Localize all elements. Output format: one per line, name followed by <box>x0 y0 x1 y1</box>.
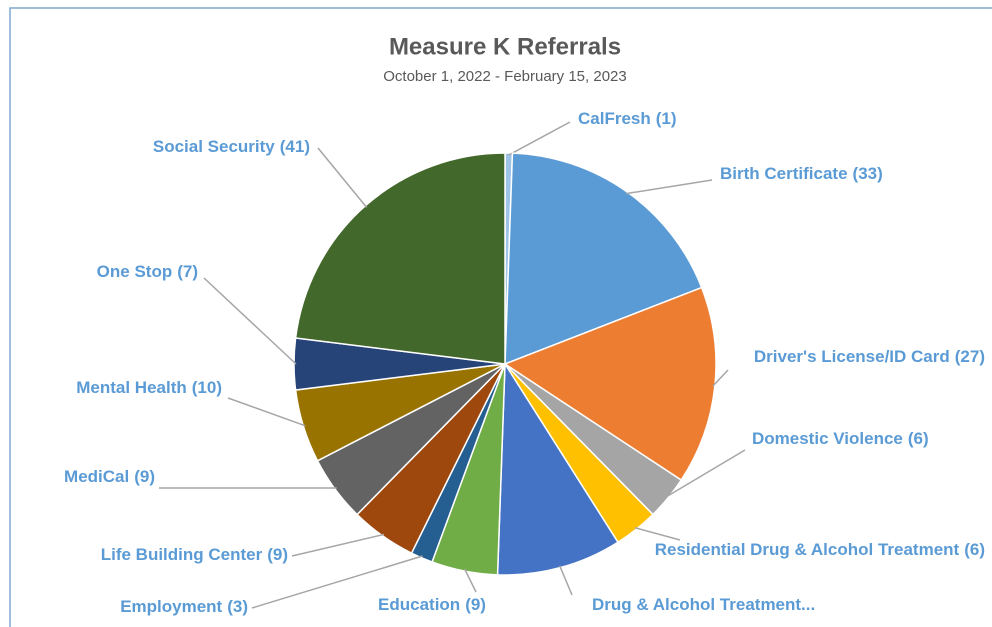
data-label: MediCal (9) <box>64 467 155 486</box>
chart-subtitle: October 1, 2022 - February 15, 2023 <box>383 68 626 85</box>
data-label: Employment (3) <box>120 597 248 616</box>
value-label: (1) <box>656 109 677 128</box>
category-label: One Stop <box>97 262 173 281</box>
value-label: (9) <box>134 467 155 486</box>
category-label: Employment <box>120 597 222 616</box>
value-label: (6) <box>908 429 929 448</box>
category-label: Social Security <box>153 137 275 156</box>
data-label: Domestic Violence (6) <box>752 429 929 448</box>
data-label: One Stop (7) <box>97 262 198 281</box>
category-label: Driver's License/ID Card <box>754 347 950 366</box>
data-label: Mental Health (10) <box>76 378 222 397</box>
leader-line <box>291 533 385 557</box>
leader-line <box>558 565 573 596</box>
leader-line <box>625 179 713 195</box>
data-label: Education (9) <box>378 595 486 614</box>
data-label: CalFresh (1) <box>578 109 677 128</box>
value-label: (3) <box>227 597 248 616</box>
data-label: Birth Certificate (33) <box>720 164 883 183</box>
data-label: Social Security (41) <box>153 137 310 156</box>
leader-line <box>666 449 746 498</box>
category-label: Birth Certificate <box>720 164 848 183</box>
pie-slice <box>294 152 506 365</box>
value-label: (10) <box>192 378 222 397</box>
category-label: Life Building Center <box>101 545 263 564</box>
category-label: Residential Drug & Alcohol Treatment <box>655 540 960 559</box>
pie-slice <box>504 152 703 366</box>
category-label: Mental Health <box>76 378 187 397</box>
leader-line <box>317 147 368 208</box>
pie-slice <box>503 286 717 482</box>
leader-line <box>251 555 423 609</box>
category-label: MediCal <box>64 467 129 486</box>
data-label: Life Building Center (9) <box>101 545 288 564</box>
leader-line <box>227 397 306 427</box>
data-label: Driver's License/ID Card (27) <box>754 347 985 366</box>
value-label: (33) <box>853 164 883 183</box>
category-label: Education <box>378 595 460 614</box>
category-label: Domestic Violence <box>752 429 903 448</box>
chart-frame <box>9 7 992 627</box>
data-label: Residential Drug & Alcohol Treatment (6) <box>655 540 985 559</box>
leader-line <box>464 568 477 593</box>
data-label: Drug & Alcohol Treatment... <box>592 595 815 614</box>
value-label: (9) <box>465 595 486 614</box>
value-label: (9) <box>267 545 288 564</box>
value-label: (27) <box>955 347 985 366</box>
chart-title: Measure K Referrals <box>389 33 621 60</box>
value-label: (41) <box>280 137 310 156</box>
leader-line <box>508 121 571 156</box>
value-label: (7) <box>177 262 198 281</box>
leader-line <box>203 277 297 365</box>
category-label: CalFresh <box>578 109 651 128</box>
leader-line <box>712 369 729 387</box>
category-label: Drug & Alcohol Treatment... <box>592 595 815 614</box>
leader-line <box>634 527 681 541</box>
value-label: (6) <box>964 540 985 559</box>
